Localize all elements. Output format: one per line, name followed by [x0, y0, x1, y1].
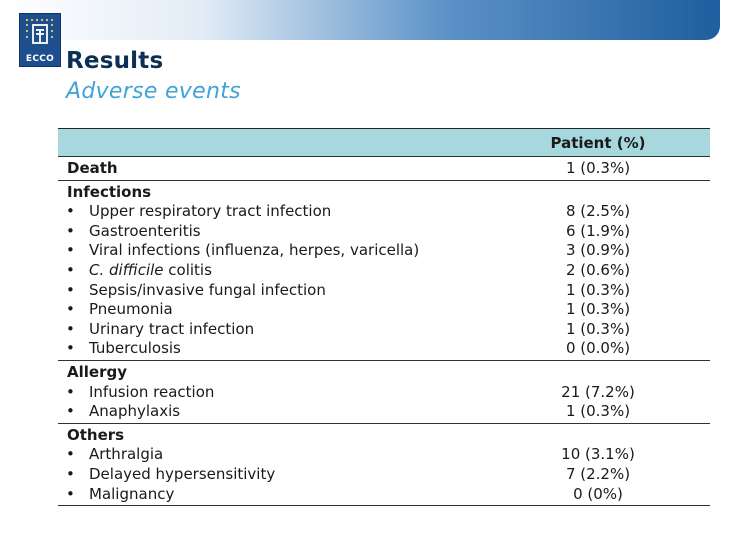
- logo-text: ECCO: [25, 54, 55, 64]
- row-label: Viral infections (influenza, herpes, var…: [89, 241, 420, 260]
- section-others: Others • Arthralgia 10 (3.1%) • Delayed …: [58, 424, 710, 507]
- table-header: Patient (%): [58, 129, 710, 157]
- row-value: 1 (0.3%): [565, 280, 631, 299]
- bullet: •: [66, 260, 75, 279]
- row-label: Gastroenteritis: [89, 221, 201, 240]
- row-label: Infusion reaction: [89, 382, 215, 401]
- row-label: C. difficile colitis: [89, 261, 212, 279]
- row-value: 1 (0.3%): [565, 402, 631, 421]
- section-allergy: Allergy • Infusion reaction 21 (7.2%) • …: [58, 361, 710, 424]
- row-label: Anaphylaxis: [89, 402, 181, 421]
- bullet: •: [66, 464, 75, 483]
- section-heading: Others: [67, 425, 125, 444]
- table-row: • Urinary tract infection 1 (0.3%): [58, 320, 710, 340]
- slide-subtitle: Adverse events: [66, 79, 241, 104]
- table-row: • Arthralgia 10 (3.1%): [58, 445, 710, 465]
- bullet: •: [66, 280, 75, 299]
- table-row: • Pneumonia 1 (0.3%): [58, 300, 710, 320]
- bullet: •: [66, 382, 75, 401]
- row-label: Death: [67, 159, 118, 177]
- row-value: 1 (0.3%): [565, 319, 631, 338]
- row-label: Pneumonia: [89, 300, 173, 319]
- table-row: • Anaphylaxis 1 (0.3%): [58, 402, 710, 422]
- row-value: 10 (3.1%): [561, 445, 635, 464]
- bullet: •: [66, 221, 75, 240]
- table-row: • Sepsis/invasive fungal infection 1 (0.…: [58, 281, 710, 301]
- adverse-events-table: Patient (%) Death 1 (0.3%) Infections • …: [58, 128, 710, 507]
- row-label: Malignancy: [89, 484, 175, 503]
- row-value: 3 (0.9%): [565, 241, 631, 260]
- row-label: Urinary tract infection: [89, 319, 255, 338]
- section-heading-row: Allergy: [58, 363, 710, 383]
- section-infections: Infections • Upper respiratory tract inf…: [58, 181, 710, 361]
- section-death: Death 1 (0.3%): [58, 157, 710, 181]
- table-row: • Malignancy 0 (0%): [58, 485, 710, 505]
- bullet: •: [66, 300, 75, 319]
- row-label: Upper respiratory tract infection: [89, 202, 332, 221]
- bullet: •: [66, 445, 75, 464]
- row-value: 8 (2.5%): [565, 202, 631, 221]
- section-heading: Allergy: [67, 362, 127, 381]
- row-label: Tuberculosis: [89, 339, 181, 358]
- ecco-logo: ECCO: [19, 13, 61, 67]
- row-label: Sepsis/invasive fungal infection: [89, 280, 326, 299]
- ecco-emblem-icon: [25, 18, 54, 44]
- row-label-italic: C. difficile: [89, 260, 164, 279]
- section-heading: Infections: [67, 182, 152, 201]
- bullet: •: [66, 319, 75, 338]
- table-row: Death 1 (0.3%): [58, 159, 710, 179]
- row-value: 2 (0.6%): [565, 260, 631, 279]
- row-label-rest: colitis: [163, 260, 212, 279]
- row-value: 1 (0.3%): [565, 159, 631, 177]
- row-label: Arthralgia: [89, 445, 164, 464]
- slide-title: Results: [66, 48, 164, 74]
- table-row: • Gastroenteritis 6 (1.9%): [58, 222, 710, 242]
- table-row: • C. difficile colitis 2 (0.6%): [58, 261, 710, 281]
- row-value: 6 (1.9%): [565, 221, 631, 240]
- bullet: •: [66, 202, 75, 221]
- row-value: 21 (7.2%): [561, 382, 635, 401]
- row-value: 1 (0.3%): [565, 300, 631, 319]
- row-label: Delayed hypersensitivity: [89, 464, 276, 483]
- bullet: •: [66, 339, 75, 358]
- table-row: • Upper respiratory tract infection 8 (2…: [58, 202, 710, 222]
- table-row: • Delayed hypersensitivity 7 (2.2%): [58, 465, 710, 485]
- bullet: •: [66, 402, 75, 421]
- column-header-patient: Patient (%): [550, 134, 646, 152]
- table-row: • Viral infections (influenza, herpes, v…: [58, 241, 710, 261]
- row-value: 0 (0%): [573, 484, 623, 503]
- section-heading-row: Others: [58, 426, 710, 446]
- section-heading-row: Infections: [58, 183, 710, 203]
- table-row: • Infusion reaction 21 (7.2%): [58, 383, 710, 403]
- header-banner: [0, 0, 720, 40]
- bullet: •: [66, 241, 75, 260]
- row-value: 7 (2.2%): [565, 464, 631, 483]
- bullet: •: [66, 484, 75, 503]
- row-value: 0 (0.0%): [565, 339, 631, 358]
- table-row: • Tuberculosis 0 (0.0%): [58, 339, 710, 359]
